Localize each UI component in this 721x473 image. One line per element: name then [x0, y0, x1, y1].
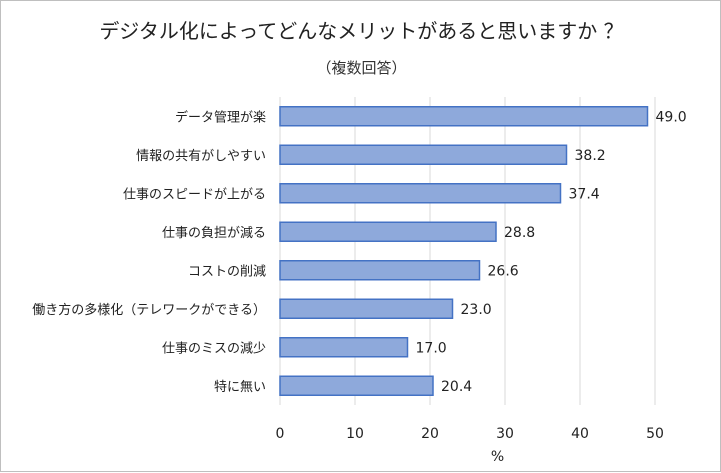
- bar: [279, 375, 434, 396]
- x-tick-label: 10: [346, 426, 364, 442]
- data-label: 17.0: [416, 340, 447, 356]
- bar: [279, 106, 649, 127]
- x-tick-label: 0: [276, 426, 285, 442]
- bar: [279, 221, 497, 242]
- x-tick-label: 40: [571, 426, 589, 442]
- x-tick-label: 50: [646, 426, 664, 442]
- data-label: 23.0: [461, 302, 492, 318]
- category-label: 仕事のスピードが上がる: [123, 187, 266, 202]
- category-label: 特に無い: [214, 380, 266, 395]
- data-label: 20.4: [441, 379, 472, 395]
- data-label: 37.4: [569, 186, 600, 202]
- bar: [279, 260, 481, 281]
- bar: [279, 183, 562, 204]
- bar: [279, 337, 409, 358]
- category-label: コストの削減: [188, 263, 266, 279]
- category-label: 働き方の多様化（テレワークができる）: [32, 302, 266, 318]
- data-label: 26.6: [488, 263, 519, 279]
- category-label: 仕事のミスの減少: [162, 340, 266, 356]
- data-label: 49.0: [656, 109, 687, 125]
- data-label: 38.2: [575, 148, 606, 164]
- category-label: データ管理が楽: [175, 109, 266, 125]
- chart-title: デジタル化によってどんなメリットがあると思いますか ？: [99, 19, 624, 43]
- x-tick-label: 20: [421, 426, 439, 442]
- bar: [279, 144, 568, 165]
- chart-subtitle: （複数回答）: [316, 59, 407, 77]
- x-axis-title: %: [491, 449, 504, 465]
- x-tick-label: 30: [496, 426, 514, 442]
- bar: [279, 298, 454, 319]
- data-label: 28.8: [504, 225, 535, 241]
- category-label: 仕事の負担が減る: [162, 225, 266, 241]
- category-label: 情報の共有がしやすい: [136, 149, 266, 164]
